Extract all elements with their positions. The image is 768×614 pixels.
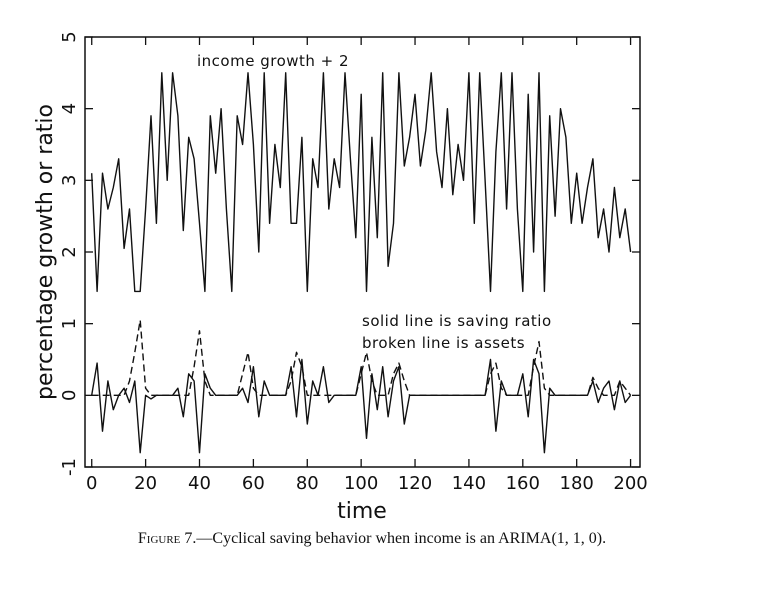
annotation: solid line is saving ratio	[362, 312, 552, 330]
x-tick-label: 40	[188, 473, 211, 494]
annotation: income growth + 2	[197, 52, 349, 70]
caption-label: Figure 7.	[138, 530, 197, 547]
x-tick-label: 60	[242, 473, 265, 494]
x-tick-label: 120	[398, 473, 432, 494]
y-tick-label: 0	[59, 390, 80, 401]
x-tick-label: 20	[134, 473, 157, 494]
series-line	[91, 358, 632, 454]
annotation: broken line is assets	[362, 334, 525, 352]
series-line	[91, 72, 632, 293]
series-line	[91, 319, 632, 396]
y-tick-label: 2	[59, 246, 80, 257]
y-tick-label: 3	[59, 175, 80, 186]
y-tick-label: -1	[59, 458, 80, 476]
y-tick-label: 4	[59, 103, 80, 114]
x-tick-label: 160	[506, 473, 540, 494]
x-tick-label: 80	[296, 473, 319, 494]
y-tick-label: 5	[59, 31, 80, 42]
y-axis-label: percentage growth or ratio	[33, 104, 58, 400]
x-tick-label: 140	[452, 473, 486, 494]
x-tick-label: 180	[560, 473, 594, 494]
x-tick-label: 200	[613, 473, 647, 494]
x-tick-label: 100	[344, 473, 378, 494]
x-axis-label: time	[337, 499, 387, 524]
x-tick-label: 0	[86, 473, 97, 494]
y-tick-label: 1	[59, 318, 80, 329]
plot-frame	[84, 36, 641, 468]
caption: Figure 7.—Cyclical saving behavior when …	[138, 530, 606, 547]
caption-text: —Cyclical saving behavior when income is…	[195, 530, 606, 547]
